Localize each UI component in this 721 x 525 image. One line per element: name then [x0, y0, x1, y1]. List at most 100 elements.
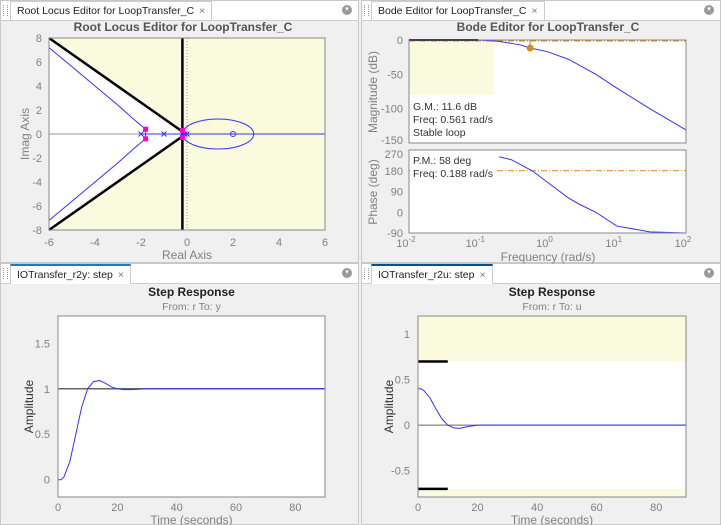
x-tick-label: -6 [44, 237, 54, 249]
upper-bound-region [418, 316, 686, 362]
y-tick-label: 6 [36, 57, 42, 69]
phase-frame [408, 149, 687, 234]
y-tick-label: 0 [44, 475, 50, 487]
magnitude-frame [408, 39, 687, 144]
y-tick-label: -100 [381, 104, 403, 116]
loop-status: Stable loop [413, 127, 466, 139]
close-icon[interactable]: × [199, 5, 206, 17]
open-loop-pole-marker [161, 131, 167, 137]
phase-curve [498, 156, 687, 234]
x-axis-label: Real Axis [162, 248, 212, 262]
x-tick-label: 4 [276, 237, 282, 249]
x-tick-label: 6 [322, 237, 328, 249]
tab-r2u-step[interactable]: IOTransfer_r2u: step × [371, 264, 493, 284]
x-axis-label: Time (seconds) [511, 513, 593, 525]
panel-menu-icon[interactable]: ▾ [704, 5, 714, 15]
gain-margin-marker[interactable] [526, 44, 534, 52]
close-icon[interactable]: × [531, 5, 538, 17]
tab-label: Bode Editor for LoopTransfer_C [378, 5, 527, 17]
gain-margin-box [410, 95, 495, 140]
drag-grip[interactable] [3, 5, 8, 16]
tab-r2y-step[interactable]: IOTransfer_r2y: step × [10, 264, 132, 284]
y-tick-label: 0.5 [395, 375, 410, 387]
x-tick-label: 20 [471, 502, 483, 514]
locus-branch [48, 138, 146, 221]
y-axis-label: Amplitude [22, 380, 36, 434]
tab-bar: IOTransfer_r2y: step × ▾ [1, 264, 358, 284]
plot-title: Step Response [509, 285, 596, 299]
y-tick-label: -90 [387, 228, 403, 240]
x-tick-label: 40 [531, 502, 543, 514]
x-axis-label: Frequency (rad/s) [501, 250, 596, 264]
gain-constraint-region [409, 40, 494, 95]
phase-margin-box [410, 151, 495, 181]
x-tick-label: 10-2 [396, 235, 416, 250]
y-tick-label: -4 [32, 177, 42, 189]
tab-label: IOTransfer_r2y: step [17, 269, 113, 281]
zero-marker [230, 131, 236, 137]
y-tick-label: 1 [44, 384, 50, 396]
x-tick-label: 80 [289, 502, 301, 514]
closed-loop-pole-handle[interactable] [143, 136, 149, 142]
close-icon[interactable]: × [117, 269, 125, 281]
phase-axis-label: Phase (deg) [366, 159, 380, 224]
gain-margin-text: G.M.: 11.6 dB [413, 101, 477, 113]
drag-grip[interactable] [364, 268, 369, 279]
plot-subtitle: From: r To: y [162, 301, 221, 313]
x-tick-label: 0 [184, 237, 190, 249]
tab-root-locus[interactable]: Root Locus Editor for LoopTransfer_C × [10, 1, 213, 20]
x-tick-label: 20 [111, 502, 123, 514]
step-response-curve [58, 380, 325, 481]
x-tick-label: 60 [230, 502, 242, 514]
y-tick-label: 0 [397, 207, 403, 219]
magnitude-curve [409, 39, 687, 131]
close-icon[interactable]: × [479, 269, 486, 281]
x-tick-label: -4 [90, 237, 100, 249]
magnitude-axis-label: Magnitude (dB) [366, 51, 380, 133]
panel-menu-icon[interactable]: ▾ [342, 268, 352, 278]
plot-frame [57, 315, 326, 498]
y-tick-label: 0 [397, 35, 403, 47]
closed-loop-pole-handle[interactable] [179, 135, 185, 141]
tab-bode[interactable]: Bode Editor for LoopTransfer_C × [371, 1, 545, 20]
y-tick-label: 2 [36, 105, 42, 117]
y-tick-label: 0 [404, 420, 410, 432]
y-tick-label: 0.5 [35, 429, 50, 441]
x-tick-label: 10-1 [466, 235, 486, 250]
x-tick-label: 0 [415, 502, 421, 514]
panel-menu-icon[interactable]: ▾ [704, 268, 714, 278]
y-axis-label: Imag Axis [18, 108, 32, 160]
x-tick-label: 0 [55, 502, 61, 514]
phase-margin-text: P.M.: 58 deg [413, 155, 471, 167]
plot-subtitle: From: r To: u [522, 301, 581, 313]
y-tick-label: 90 [391, 187, 403, 199]
panel-menu-icon[interactable]: ▾ [342, 5, 352, 15]
plot-title: Bode Editor for LoopTransfer_C [457, 20, 640, 34]
drag-grip[interactable] [3, 268, 8, 279]
gain-margin-freq: Freq: 0.561 rad/s [413, 114, 493, 126]
phase-margin-freq: Freq: 0.188 rad/s [413, 168, 493, 180]
y-tick-label: -150 [381, 135, 403, 147]
plot-frame [48, 37, 326, 231]
x-tick-label: 101 [605, 235, 622, 250]
closed-loop-pole-handle[interactable] [179, 127, 185, 133]
y-tick-label: -0.5 [391, 466, 410, 478]
x-axis-label: Time (seconds) [150, 513, 232, 525]
y-tick-label: 8 [36, 33, 42, 45]
x-tick-label: 40 [171, 502, 183, 514]
y-tick-label: 180 [385, 166, 403, 178]
closed-loop-pole-handle[interactable] [143, 126, 149, 132]
x-tick-label: 80 [650, 502, 662, 514]
open-loop-pole-marker [184, 131, 190, 137]
tab-bar: IOTransfer_r2u: step × ▾ [362, 264, 720, 284]
y-tick-label: 4 [36, 81, 42, 93]
locus-branch [48, 47, 146, 130]
tab-label: IOTransfer_r2u: step [378, 269, 475, 281]
damping-constraint-upper [48, 36, 184, 133]
drag-grip[interactable] [364, 5, 369, 16]
y-tick-label: 1 [404, 329, 410, 341]
locus-loop [181, 118, 255, 150]
tab-label: Root Locus Editor for LoopTransfer_C [17, 5, 195, 17]
y-tick-label: -50 [387, 69, 403, 81]
